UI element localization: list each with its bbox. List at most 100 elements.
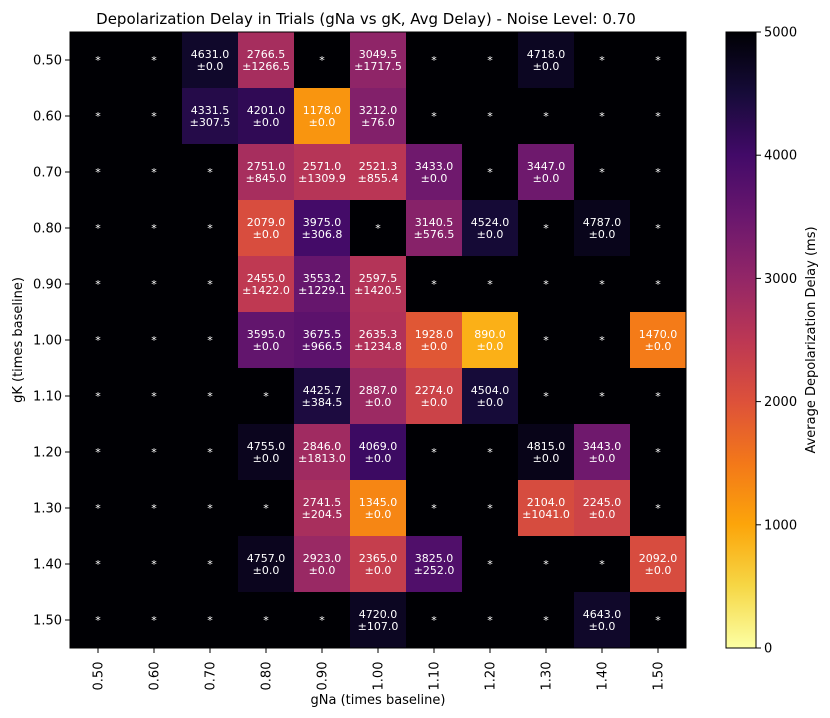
heatmap-cell <box>350 256 406 312</box>
cell-missing-label: * <box>95 222 101 235</box>
cell-std-label: ±1266.5 <box>242 60 290 73</box>
x-tick-label: 1.10 <box>428 662 443 691</box>
heatmap-cell <box>630 32 686 88</box>
cell-value-label: 4069.0 <box>359 440 398 453</box>
cell-missing-label: * <box>263 502 269 515</box>
cell-value-label: 2455.0 <box>247 272 286 285</box>
cell-missing-label: * <box>207 222 213 235</box>
heatmap-cell <box>126 144 182 200</box>
cell-std-label: ±1229.1 <box>298 284 346 297</box>
heatmap-cell <box>518 256 574 312</box>
heatmap-cell <box>70 200 126 256</box>
heatmap-cell <box>630 312 686 368</box>
heatmap-cell <box>406 368 462 424</box>
x-tick-label: 1.30 <box>540 662 555 691</box>
cell-std-label: ±1234.8 <box>354 340 402 353</box>
heatmap-cell <box>70 424 126 480</box>
x-tick-label: 1.00 <box>372 662 387 691</box>
heatmap-cell <box>238 312 294 368</box>
cell-value-label: 4331.5 <box>191 104 230 117</box>
x-tick-label: 0.70 <box>204 662 219 691</box>
cell-value-label: 4815.0 <box>527 440 566 453</box>
x-tick-label: 0.90 <box>316 662 331 691</box>
cell-missing-label: * <box>599 334 605 347</box>
heatmap-cell <box>238 200 294 256</box>
heatmap-cell <box>462 88 518 144</box>
cell-std-label: ±0.0 <box>645 564 672 577</box>
cell-std-label: ±0.0 <box>365 564 392 577</box>
cell-value-label: 4425.7 <box>303 384 342 397</box>
cell-missing-label: * <box>95 334 101 347</box>
heatmap-cell <box>182 424 238 480</box>
cell-std-label: ±204.5 <box>302 508 343 521</box>
cell-std-label: ±1717.5 <box>354 60 402 73</box>
cell-missing-label: * <box>151 614 157 627</box>
cell-missing-label: * <box>543 278 549 291</box>
cell-std-label: ±0.0 <box>365 508 392 521</box>
heatmap-cell <box>630 256 686 312</box>
cell-value-label: 2104.0 <box>527 496 566 509</box>
cell-value-label: 1178.0 <box>303 104 342 117</box>
cell-std-label: ±0.0 <box>421 340 448 353</box>
cell-value-label: 2079.0 <box>247 216 286 229</box>
cell-value-label: 4643.0 <box>583 608 622 621</box>
heatmap-cell <box>630 144 686 200</box>
cell-missing-label: * <box>95 558 101 571</box>
cell-value-label: 4757.0 <box>247 552 286 565</box>
heatmap-cell <box>462 536 518 592</box>
cell-missing-label: * <box>599 278 605 291</box>
cell-value-label: 2923.0 <box>303 552 342 565</box>
cell-value-label: 3433.0 <box>415 160 454 173</box>
heatmap-cell <box>630 536 686 592</box>
colorbar-tick-label: 5000 <box>764 26 797 41</box>
heatmap-cell <box>294 32 350 88</box>
cell-value-label: 2092.0 <box>639 552 678 565</box>
heatmap-cell <box>574 200 630 256</box>
cell-std-label: ±0.0 <box>589 452 616 465</box>
cell-std-label: ±107.0 <box>358 620 399 633</box>
heatmap-cell <box>238 368 294 424</box>
cell-value-label: 3975.0 <box>303 216 342 229</box>
colorbar-tick-label: 0 <box>764 642 772 657</box>
heatmap-cell <box>462 592 518 648</box>
cell-missing-label: * <box>95 166 101 179</box>
cell-missing-label: * <box>655 166 661 179</box>
y-tick-label: 1.10 <box>33 390 62 405</box>
heatmap-cell <box>406 536 462 592</box>
cell-std-label: ±0.0 <box>645 340 672 353</box>
cell-missing-label: * <box>207 278 213 291</box>
cell-missing-label: * <box>95 54 101 67</box>
cell-missing-label: * <box>319 614 325 627</box>
cell-value-label: 3443.0 <box>583 440 622 453</box>
heatmap-cell <box>406 88 462 144</box>
cell-std-label: ±0.0 <box>533 452 560 465</box>
heatmap-cell <box>70 536 126 592</box>
x-axis: 0.50 0.60 0.70 0.80 0.90 1.00 1.10 1.20 1.30 1.40… <box>92 648 667 690</box>
cell-value-label: 3049.5 <box>359 48 398 61</box>
cell-std-label: ±855.4 <box>358 172 399 185</box>
y-axis: 0.50 0.60 0.70 0.80 0.90 1.00 1.10 1.20 1.30 1.40… <box>33 54 70 629</box>
cell-value-label: 2751.0 <box>247 160 286 173</box>
cell-value-label: 4720.0 <box>359 608 398 621</box>
cell-value-label: 3595.0 <box>247 328 286 341</box>
heatmap-cell <box>70 256 126 312</box>
cell-std-label: ±0.0 <box>477 396 504 409</box>
cell-missing-label: * <box>151 278 157 291</box>
cell-std-label: ±384.5 <box>302 396 343 409</box>
cell-missing-label: * <box>599 390 605 403</box>
heatmap-cell <box>518 32 574 88</box>
cell-std-label: ±0.0 <box>365 396 392 409</box>
cell-missing-label: * <box>543 222 549 235</box>
y-tick-label: 1.40 <box>33 558 62 573</box>
cell-missing-label: * <box>207 166 213 179</box>
heatmap-cell <box>294 88 350 144</box>
cell-std-label: ±307.5 <box>190 116 231 129</box>
cell-missing-label: * <box>95 446 101 459</box>
heatmap-cell <box>70 312 126 368</box>
colorbar-tick-label: 2000 <box>764 395 797 410</box>
colorbar-tick-label: 4000 <box>764 149 797 164</box>
heatmap-cell <box>126 88 182 144</box>
heatmap-cell <box>238 424 294 480</box>
heatmap-cell <box>182 88 238 144</box>
